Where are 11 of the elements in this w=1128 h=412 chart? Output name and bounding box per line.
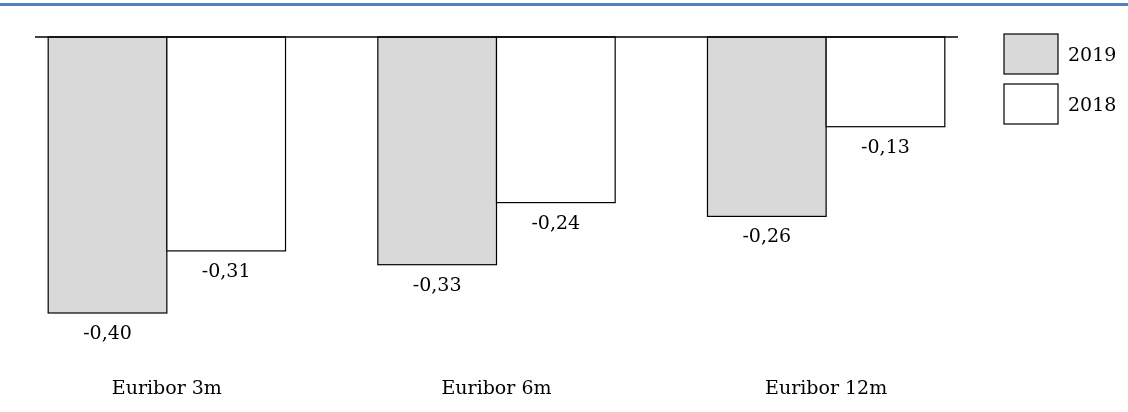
data-label: -0,31 (201, 258, 251, 281)
data-label: -0,40 (83, 321, 132, 343)
data-label: -0,13 (861, 134, 910, 157)
legend-label: 2018 (1068, 93, 1117, 115)
legend-label: 2019 (1068, 43, 1117, 65)
x-tick-label: Euribor 6m (441, 376, 552, 398)
data-label: -0,24 (531, 210, 581, 233)
x-tick-label: Euribor 12m (765, 376, 888, 398)
data-label: -0,33 (412, 272, 462, 295)
x-tick-label: Euribor 3m (111, 376, 222, 398)
data-label: -0,26 (742, 224, 792, 247)
